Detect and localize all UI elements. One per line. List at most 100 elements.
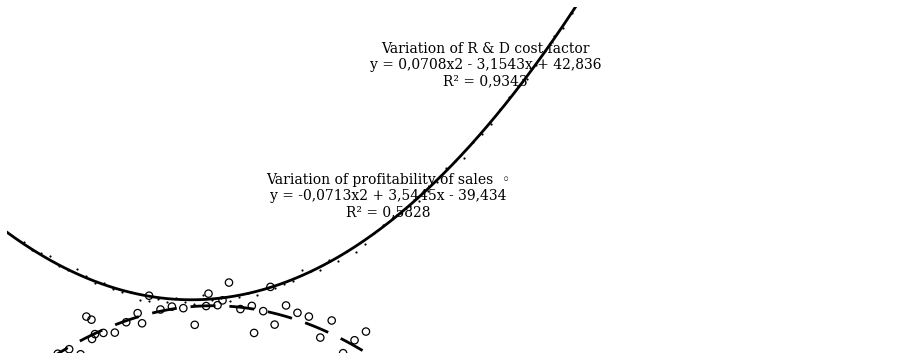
Point bbox=[88, 331, 103, 337]
Point bbox=[286, 278, 301, 284]
Point bbox=[96, 330, 111, 336]
Point bbox=[429, 179, 444, 184]
Point bbox=[340, 248, 355, 254]
Point bbox=[196, 292, 211, 298]
Point bbox=[199, 303, 213, 309]
Point bbox=[130, 310, 145, 316]
Point bbox=[325, 318, 339, 323]
Point bbox=[501, 94, 516, 100]
Point bbox=[169, 296, 184, 301]
Point bbox=[519, 76, 534, 82]
Point bbox=[250, 292, 265, 297]
Point bbox=[537, 48, 552, 54]
Point bbox=[241, 290, 256, 296]
Point bbox=[349, 249, 364, 255]
Point bbox=[74, 351, 88, 357]
Point bbox=[202, 291, 216, 297]
Point bbox=[279, 303, 293, 309]
Point bbox=[187, 301, 202, 307]
Point bbox=[295, 267, 310, 273]
Point bbox=[34, 251, 49, 256]
Point bbox=[61, 267, 76, 273]
Point bbox=[108, 330, 122, 336]
Point bbox=[62, 346, 77, 352]
Point bbox=[142, 298, 157, 304]
Point bbox=[492, 107, 507, 112]
Point bbox=[302, 314, 316, 319]
Point bbox=[447, 158, 462, 164]
Point bbox=[211, 302, 225, 308]
Point bbox=[88, 280, 103, 286]
Point bbox=[347, 337, 362, 343]
Point bbox=[456, 155, 471, 161]
Point bbox=[474, 131, 489, 136]
Point bbox=[438, 165, 453, 171]
Point bbox=[233, 306, 248, 312]
Point bbox=[205, 297, 220, 302]
Point bbox=[268, 285, 283, 291]
Point bbox=[564, 10, 579, 16]
Text: Variation of profitability of sales  ◦
y = -0,0713x2 + 3,5445x - 39,434
R² = 0,5: Variation of profitability of sales ◦ y … bbox=[266, 173, 510, 220]
Point bbox=[135, 320, 149, 326]
Point bbox=[376, 222, 391, 228]
Point bbox=[106, 286, 121, 292]
Point bbox=[79, 314, 94, 319]
Point bbox=[187, 322, 202, 328]
Point bbox=[119, 319, 133, 325]
Point bbox=[247, 330, 261, 336]
Point bbox=[39, 356, 53, 360]
Point bbox=[313, 335, 328, 341]
Point bbox=[52, 263, 67, 269]
Point bbox=[384, 217, 399, 222]
Point bbox=[70, 266, 85, 272]
Point bbox=[85, 317, 99, 323]
Point bbox=[359, 329, 374, 334]
Point bbox=[277, 281, 292, 287]
Point bbox=[214, 295, 229, 301]
Point bbox=[232, 294, 247, 300]
Point bbox=[546, 33, 561, 39]
Point bbox=[133, 297, 148, 303]
Point bbox=[358, 241, 373, 247]
Point bbox=[223, 298, 238, 304]
Point bbox=[115, 289, 130, 294]
Point bbox=[263, 284, 277, 290]
Point bbox=[393, 210, 408, 216]
Point bbox=[50, 351, 65, 357]
Point bbox=[85, 336, 99, 342]
Point bbox=[43, 253, 58, 259]
Point bbox=[25, 247, 40, 253]
Point bbox=[267, 322, 282, 328]
Point bbox=[151, 296, 166, 302]
Point bbox=[142, 293, 157, 298]
Point bbox=[291, 310, 305, 316]
Point bbox=[336, 350, 350, 356]
Point bbox=[331, 258, 346, 264]
Point bbox=[402, 203, 417, 209]
Point bbox=[153, 307, 167, 312]
Point bbox=[245, 303, 259, 309]
Point bbox=[367, 230, 382, 236]
Point bbox=[79, 273, 94, 279]
Point bbox=[160, 299, 175, 305]
Point bbox=[465, 139, 480, 145]
Point bbox=[97, 280, 112, 286]
Point bbox=[124, 289, 139, 295]
Point bbox=[313, 267, 328, 273]
Point bbox=[16, 239, 31, 245]
Point bbox=[340, 356, 355, 360]
Point bbox=[555, 25, 570, 31]
Point bbox=[304, 269, 319, 274]
Point bbox=[322, 257, 337, 263]
Point bbox=[573, 0, 588, 5]
Point bbox=[420, 188, 435, 194]
Point bbox=[259, 285, 274, 291]
Point bbox=[483, 121, 498, 127]
Point bbox=[176, 305, 191, 311]
Point bbox=[165, 304, 179, 310]
Point bbox=[178, 300, 193, 305]
Point bbox=[411, 198, 426, 204]
Point bbox=[256, 308, 270, 314]
Point bbox=[215, 297, 230, 303]
Point bbox=[510, 83, 525, 89]
